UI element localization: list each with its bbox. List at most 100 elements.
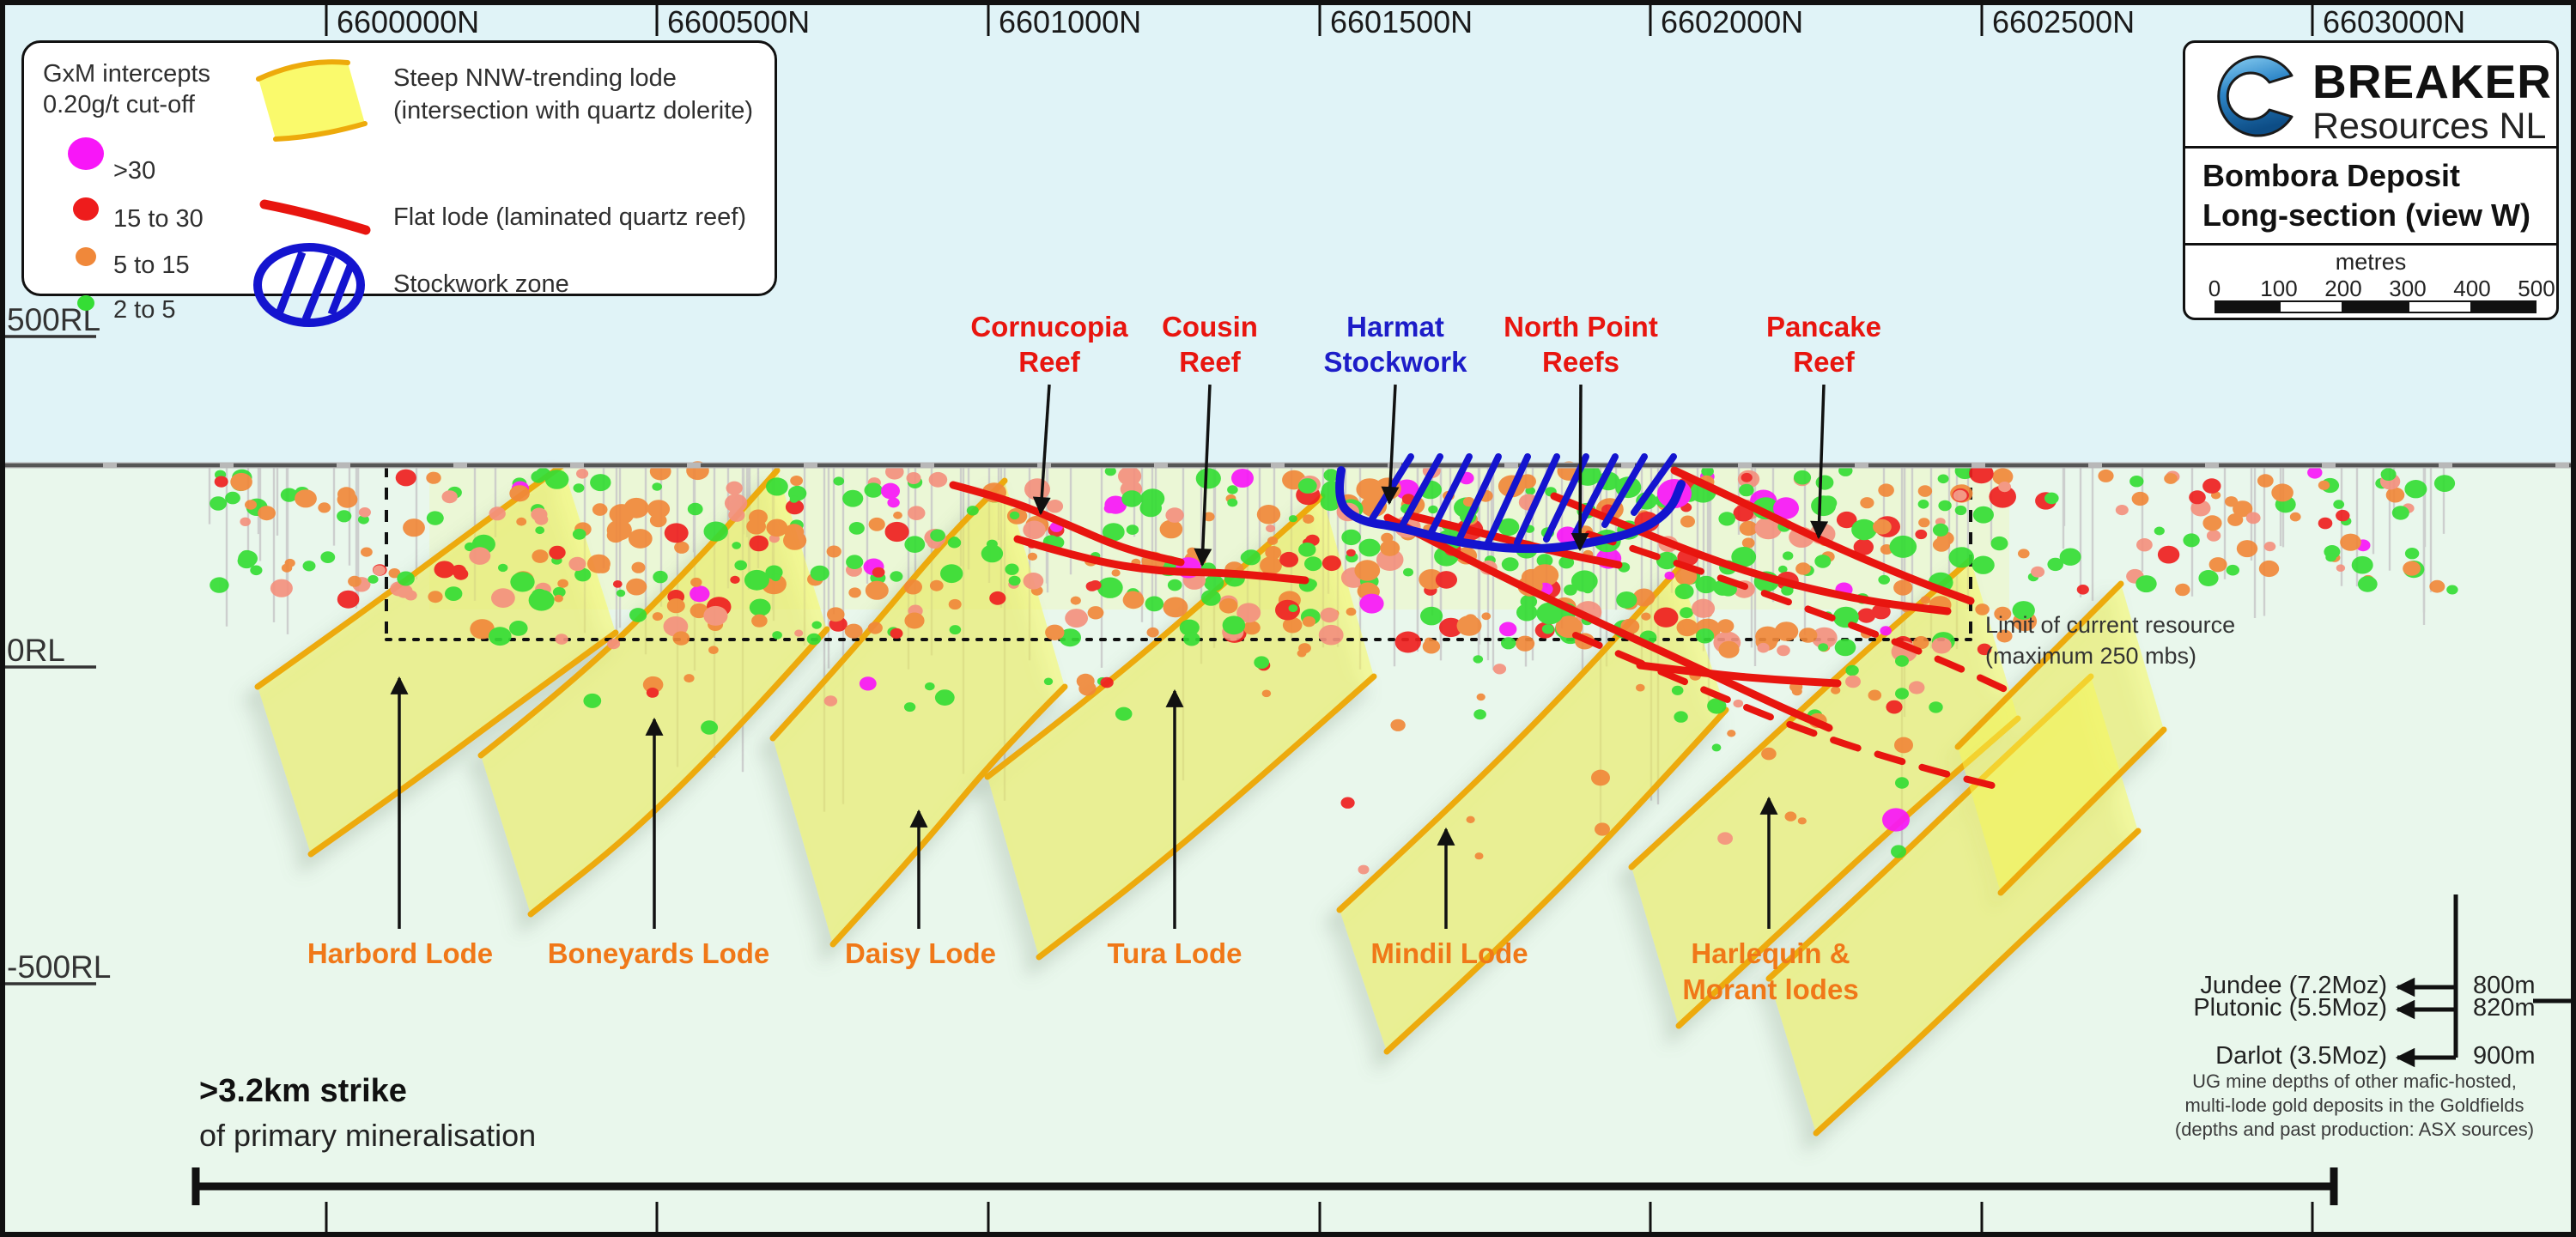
intercept-dot xyxy=(1908,681,1925,694)
intercept-dot xyxy=(426,511,444,525)
intercept-dot xyxy=(1254,656,1270,669)
intercept-dot xyxy=(1937,474,1949,484)
intercept-dot xyxy=(626,578,647,596)
intercept-dot xyxy=(1498,518,1520,537)
intercept-dot xyxy=(572,528,586,540)
intercept-dot xyxy=(1476,693,1485,701)
stockwork-outline xyxy=(1335,466,1686,554)
intercept-dot xyxy=(607,639,621,650)
intercept-dot xyxy=(1784,811,1797,822)
intercept-dot xyxy=(1880,626,1892,636)
intercept-dot xyxy=(2340,533,2361,551)
intercept-dot xyxy=(1126,525,1139,535)
grade-label-5to15: 5 to 15 xyxy=(113,252,190,279)
intercept-dot xyxy=(2226,564,2239,576)
intercept-dot xyxy=(1321,555,1341,572)
intercept-dot xyxy=(516,517,527,526)
northing-label: 6601000N xyxy=(999,4,1142,39)
intercept-dot xyxy=(1975,603,1990,615)
intercept-dot xyxy=(1346,549,1356,557)
intercept-dot xyxy=(2047,557,2063,572)
intercept-dot xyxy=(2263,542,2276,552)
intercept-dot xyxy=(1481,612,1492,621)
intercept-dot xyxy=(1674,567,1698,585)
title-block: BREAKER Resources NL Bombora Deposit Lon… xyxy=(2183,40,2559,320)
intercept-dot xyxy=(1977,643,1992,656)
intercept-dot xyxy=(1394,479,1419,500)
intercept-dot xyxy=(1279,551,1299,567)
reef-line-inferred xyxy=(1572,632,1996,789)
intercept-dot xyxy=(1656,551,1678,570)
intercept-dot xyxy=(1260,556,1282,575)
intercept-dot xyxy=(1118,466,1142,486)
intercept-dot xyxy=(1754,517,1783,540)
intercept-dot xyxy=(1717,832,1733,845)
grade-label-15to30: 15 to 30 xyxy=(113,205,204,233)
figure-title-line1: Bombora Deposit xyxy=(2202,158,2461,193)
reef-line xyxy=(1670,466,1975,605)
axis-ticks xyxy=(325,3,2314,1234)
intercept-dot xyxy=(1516,635,1535,652)
mine-note-line1: UG mine depths of other mafic-hosted, xyxy=(2192,1070,2517,1092)
intercept-dot xyxy=(631,561,646,573)
intercept-dot xyxy=(2175,583,2190,597)
intercept-dot xyxy=(1121,490,1143,507)
intercept-dot xyxy=(2154,526,2165,536)
lode-bottom-edge xyxy=(829,683,1068,948)
lode-label-line1: Harbord Lode xyxy=(307,937,494,969)
intercept-dot xyxy=(2206,530,2221,542)
rl-label: -500RL xyxy=(7,949,112,985)
lode-top-edge xyxy=(769,477,1008,742)
intercept-dot xyxy=(642,676,664,694)
intercept-dot xyxy=(1008,575,1021,586)
intercept-dot xyxy=(1582,585,1594,594)
lode-body xyxy=(1631,560,2018,1026)
intercept-dot xyxy=(703,521,728,542)
intercept-dot xyxy=(1793,470,1812,485)
intercept-dot xyxy=(2164,473,2178,484)
intercept-dot xyxy=(1303,514,1315,524)
lode-label-line1: Tura Lode xyxy=(1107,937,1242,969)
intercept-dot xyxy=(574,567,592,582)
reef-arrow xyxy=(1381,384,1400,506)
intercept-dot xyxy=(1104,466,1116,476)
reef-arrow xyxy=(1032,384,1051,516)
intercept-dot xyxy=(1886,700,1903,714)
intercept-dot xyxy=(535,526,545,535)
intercept-dot xyxy=(1971,555,1995,574)
intercept-dot xyxy=(1953,489,1967,501)
intercept-dot xyxy=(1994,606,2012,622)
scalebar-segment xyxy=(2279,300,2343,313)
reef-arrow xyxy=(1571,384,1589,552)
intercept-dot xyxy=(1616,591,1637,609)
intercept-dot xyxy=(1047,500,1064,513)
intercept-dot xyxy=(2018,549,2030,559)
intercept-dot xyxy=(1536,602,1564,625)
intercept-dot xyxy=(903,579,922,595)
intercept-dot xyxy=(790,476,803,486)
intercept-dot xyxy=(806,633,822,646)
intercept-dot xyxy=(489,506,506,521)
intercept-dot xyxy=(772,631,782,640)
intercept-dot xyxy=(1428,505,1438,514)
intercept-dot xyxy=(864,482,883,498)
intercept-dot xyxy=(583,693,602,708)
intercept-dot xyxy=(906,472,921,484)
intercept-dot xyxy=(1695,575,1717,594)
intercept-dot xyxy=(555,634,568,645)
intercept-dot xyxy=(1103,503,1116,513)
stockwork-hatch-line xyxy=(1601,453,1648,528)
strike-length-label: >3.2km strike xyxy=(199,1073,407,1109)
intercept-dot xyxy=(1733,699,1744,708)
intercept-dot xyxy=(1718,512,1735,526)
intercept-dot xyxy=(2429,579,2445,593)
intercept-dot xyxy=(1200,590,1221,606)
intercept-dot xyxy=(1795,562,1811,575)
intercept-dot xyxy=(470,619,495,640)
steep-lode-swatch-icon xyxy=(256,59,368,142)
intercept-dot xyxy=(1520,594,1538,609)
intercept-dot xyxy=(1005,563,1019,575)
intercept-dot xyxy=(1680,515,1695,528)
